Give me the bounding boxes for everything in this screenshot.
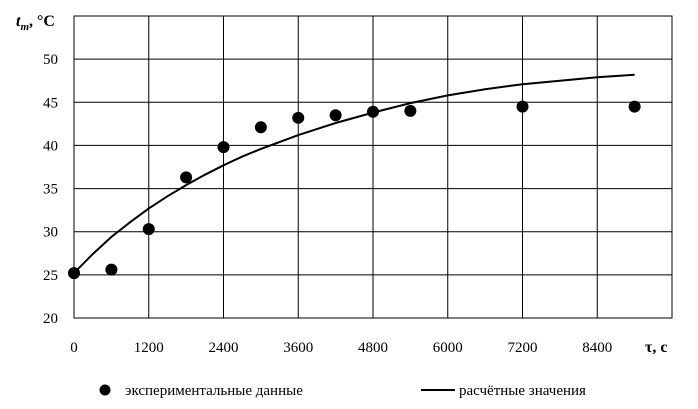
x-tick-label: 2400 xyxy=(209,340,239,356)
y-tick-label: 35 xyxy=(43,182,58,198)
data-point xyxy=(292,111,305,124)
y-tick-label: 45 xyxy=(43,95,58,111)
data-point xyxy=(105,263,118,276)
data-point xyxy=(329,109,342,122)
y-axis-title-rest: , °С xyxy=(29,13,55,30)
x-tick-label: 7200 xyxy=(508,340,538,356)
series-lines xyxy=(73,73,635,274)
x-tick-label: 1200 xyxy=(134,340,164,356)
series-line-calculated xyxy=(73,73,635,274)
y-tick-label: 50 xyxy=(43,52,58,68)
y-axis-title-sub: т xyxy=(20,21,29,33)
x-tick-label: 3600 xyxy=(283,340,313,356)
series-points xyxy=(68,100,641,280)
data-point xyxy=(142,223,155,236)
y-tick-label: 40 xyxy=(43,138,58,154)
data-point xyxy=(254,121,267,134)
legend-label-scatter: экспериментальные данные xyxy=(125,383,303,399)
legend-label-line: расчётные значения xyxy=(459,383,586,399)
data-point xyxy=(367,105,379,118)
data-point xyxy=(516,100,529,113)
data-point xyxy=(628,100,641,113)
plot-frame xyxy=(73,15,673,319)
y-axis-title-main: t xyxy=(16,13,21,30)
x-axis-title: τ, с xyxy=(645,339,667,356)
data-point xyxy=(404,104,417,117)
legend: экспериментальные данные расчётные значе… xyxy=(99,383,586,399)
y-tick-label: 30 xyxy=(43,225,58,241)
legend-marker-scatter xyxy=(99,384,111,396)
y-tick-label: 20 xyxy=(43,311,58,327)
data-point xyxy=(180,171,193,184)
data-point xyxy=(68,267,80,280)
y-tick-label: 25 xyxy=(43,268,58,284)
y-tick-labels: 20 25 30 35 40 45 50 xyxy=(43,52,58,327)
x-tick-labels: 0 1200 2400 3600 4800 6000 7200 8400 xyxy=(70,340,612,356)
x-tick-label: 0 xyxy=(70,340,78,356)
x-tick-label: 8400 xyxy=(582,340,612,356)
data-point xyxy=(217,141,230,154)
grid xyxy=(73,15,673,319)
x-tick-label: 4800 xyxy=(358,340,388,356)
x-tick-label: 6000 xyxy=(433,340,463,356)
y-axis-title: tт, °С xyxy=(16,13,55,33)
